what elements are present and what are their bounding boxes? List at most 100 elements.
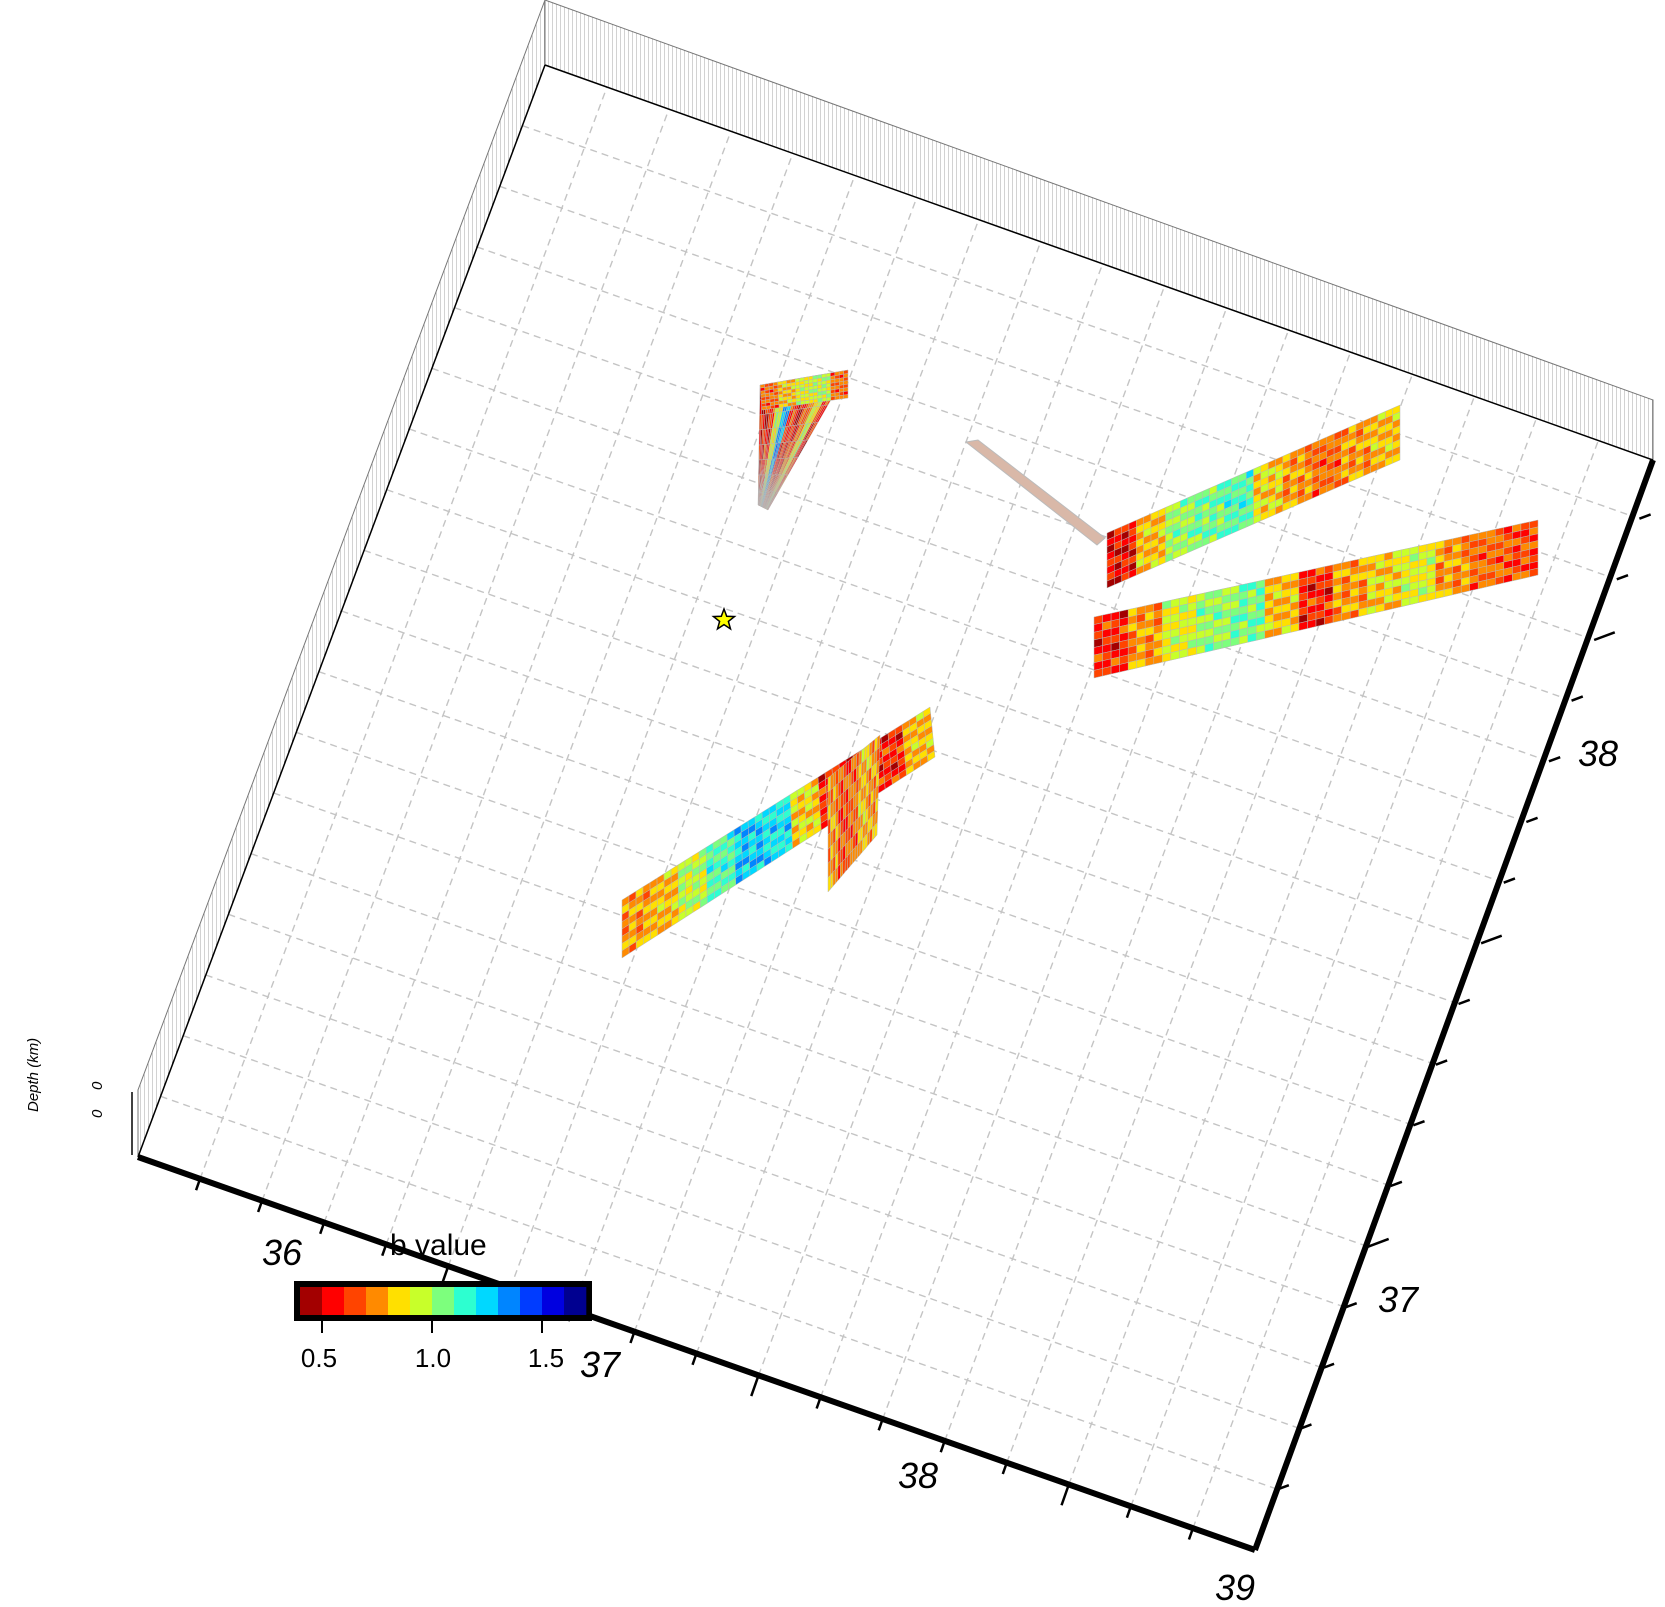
fault-cell [830,871,834,890]
colorbar-swatch [366,1287,389,1315]
colorbar-swatch [388,1287,411,1315]
fault-cell [767,492,779,511]
x-axis-tick [256,1200,264,1213]
fault-segment [1093,519,1539,679]
fault-cell [839,394,844,400]
colorbar-swatch [542,1287,565,1315]
x-axis-tick [877,1418,884,1431]
fault-cell [840,860,844,879]
axis-left-inner [137,64,546,1158]
fault-cell [804,399,810,405]
grid-line [1068,392,1477,1485]
axis-right [1252,458,1656,1552]
fault-cell [787,402,793,407]
grid-line [522,125,1640,520]
grid-line [1006,370,1415,1463]
x-axis-tick [1125,1505,1133,1519]
fault-cell [783,402,789,408]
y-axis-tick [1322,1362,1335,1370]
fault-cell [827,775,831,793]
y-axis-tick [1367,1237,1390,1248]
fault-surfaces [621,369,1539,959]
fault-cell [834,395,840,401]
grid-line [261,108,670,1201]
fault-cell [1392,452,1401,464]
colorbar-swatch [410,1287,433,1315]
grid-line [296,731,1414,1126]
fault-trace [964,439,1106,546]
x-tick-label-37: 37 [580,1344,622,1385]
fault-cell [838,766,842,784]
fault-cell [778,403,784,408]
y-axis-tick [1299,1423,1312,1430]
fault-cell [832,868,836,887]
fault-segment [759,369,849,411]
y-axis-tick [1345,1301,1358,1309]
epicenter-star-icon [711,606,737,631]
fault-segment [1106,404,1401,589]
grid-line [1192,435,1601,1529]
y-axis-tick [1458,998,1471,1006]
fault-cell [1290,622,1300,633]
colorbar-tick-label-2: 1.5 [528,1343,564,1373]
y-axis-tick [1571,695,1584,702]
axis-ticks [194,513,1652,1540]
y-axis-tick [1593,631,1616,642]
x-axis-tick [1060,1484,1071,1506]
grid-line [499,185,1618,580]
grid-line [819,304,1229,1398]
colorbar-swatch [498,1287,521,1315]
fault-cell [813,398,819,404]
grid-lines [160,86,1640,1529]
fault-cell [843,394,849,399]
x-axis-tick [815,1396,822,1409]
y-tick-label-37: 37 [1378,1279,1420,1320]
fault-cell [837,863,841,882]
fault-cell [791,401,797,407]
fault-cell [827,817,831,836]
y-axis-tick [1277,1483,1290,1491]
colorbar-swatch [476,1287,499,1315]
colorbar-swatch [300,1287,323,1315]
fault-cell [808,399,814,404]
y-axis-tick [1412,1119,1425,1127]
depth-tick-label-1: 0 [89,1109,106,1118]
grid-line [509,195,918,1289]
depth-axis: 0 0 Depth (km) [25,1038,133,1155]
grid-line [944,348,1353,1442]
fault-cell [832,770,837,789]
x-axis-tick [381,1243,388,1257]
fault-cell [835,866,839,885]
colorbar-ticks [321,1321,543,1333]
fault-cell [770,404,776,410]
y-axis-tick [1525,816,1539,824]
y-axis-tick [1390,1180,1403,1188]
x-axis-tick [939,1440,946,1453]
fault-cell [800,400,806,405]
fault-cell [835,782,839,801]
y-axis-tick [1480,934,1503,945]
fault-cell [845,773,849,791]
x-axis-tick [691,1353,698,1366]
fault-cell [1529,567,1539,578]
fault-cell [821,397,827,402]
x-tick-label-38: 38 [898,1455,938,1496]
y-axis-tick [1503,877,1516,884]
colorbar-swatch [564,1287,587,1315]
fault-cell [827,874,831,893]
fault-cell [832,812,836,831]
fault-cell [835,768,839,787]
colorbar-swatch [344,1287,367,1315]
y-axis-tick [1548,755,1561,763]
colorbar-tick-label-1: 1.0 [415,1343,451,1373]
colorbar: b value 0.5 1.0 1.5 [294,1229,592,1373]
colorbar-title: b value [390,1229,487,1262]
fault-segment [827,734,881,893]
colorbar-tick-label-0: 0.5 [301,1343,337,1373]
fault-cell [830,787,834,805]
grid-line [882,326,1291,1420]
colorbar-swatch [454,1287,477,1315]
colorbar-swatch [322,1287,345,1315]
fault-cell [848,771,852,789]
